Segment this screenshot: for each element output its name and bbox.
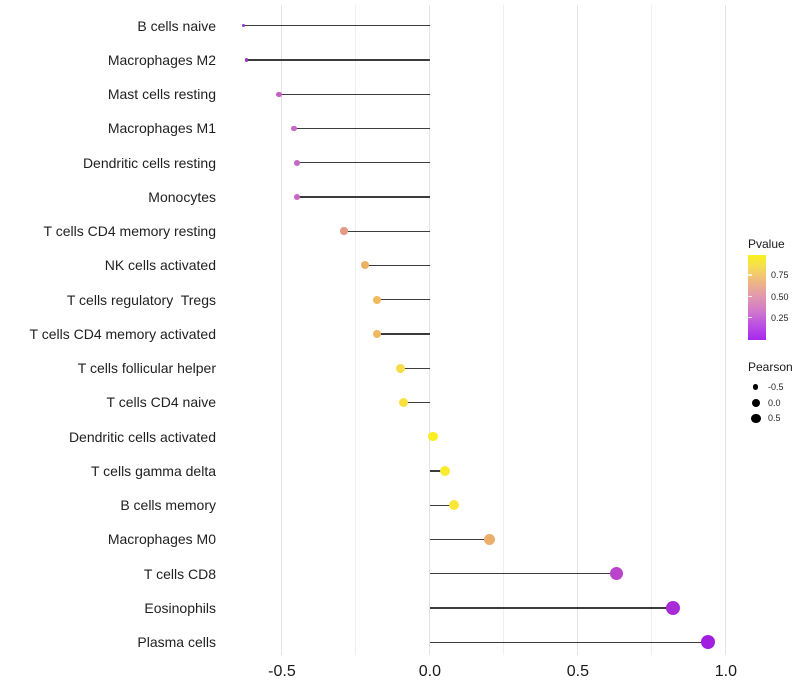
- colorbar-tick-label: 0.25: [771, 312, 789, 323]
- stem-segment: [429, 573, 617, 575]
- gridline-major: [281, 5, 283, 655]
- category-label: Mast cells resting: [107, 86, 216, 103]
- category-label: T cells CD8: [143, 565, 216, 582]
- stem-segment: [246, 59, 430, 61]
- colorbar-tick: [748, 317, 752, 319]
- category-label: T cells CD4 memory activated: [29, 325, 216, 342]
- data-point: [428, 431, 438, 442]
- pearson-legend-label: 0.0: [768, 397, 781, 408]
- category-label: T cells gamma delta: [90, 462, 216, 479]
- x-tick-label: 0.0: [418, 663, 442, 680]
- x-tick-label: -0.5: [268, 663, 296, 680]
- category-label: NK cells activated: [104, 257, 216, 274]
- gridline-minor: [355, 5, 357, 655]
- data-point: [665, 600, 680, 615]
- category-label: Dendritic cells activated: [68, 428, 216, 445]
- gridline-major: [577, 5, 579, 655]
- gridline-minor: [651, 5, 653, 655]
- stem-segment: [296, 196, 430, 198]
- stem-segment: [293, 127, 430, 130]
- colorbar-tick: [748, 296, 752, 298]
- colorbar-tick-label: 0.75: [771, 269, 789, 280]
- gridline-major: [429, 5, 431, 655]
- stem-segment: [243, 25, 430, 27]
- stem-segment: [429, 538, 490, 541]
- data-point: [609, 567, 623, 581]
- pearson-legend-title: Pearson: [748, 360, 793, 374]
- pearson-legend-dot: [753, 384, 759, 390]
- pvalue-legend-title: Pvalue: [748, 237, 785, 251]
- data-point: [290, 125, 297, 132]
- stem-segment: [278, 93, 430, 95]
- data-point: [276, 91, 282, 97]
- stem-segment: [296, 162, 430, 164]
- pvalue-gradient-bar: [748, 255, 766, 340]
- data-point: [293, 159, 300, 166]
- category-label: B cells memory: [120, 497, 216, 514]
- stem-segment: [400, 367, 430, 369]
- category-label: Eosinophils: [144, 599, 216, 616]
- category-label: Macrophages M0: [107, 531, 216, 548]
- stem-segment: [429, 641, 709, 643]
- stem-segment: [344, 230, 430, 232]
- category-label: B cells naive: [137, 17, 216, 34]
- data-point: [244, 58, 249, 62]
- data-point: [241, 23, 246, 28]
- stem-segment: [403, 401, 430, 404]
- data-point: [439, 466, 450, 476]
- x-tick-label: 0.5: [566, 663, 589, 680]
- category-label: T cells regulatory Tregs: [66, 291, 216, 308]
- category-label: T cells CD4 memory resting: [43, 223, 216, 240]
- stem-segment: [429, 470, 445, 472]
- stem-segment: [429, 504, 454, 506]
- x-tick-label: 1.0: [714, 663, 737, 680]
- category-label: T cells follicular helper: [77, 360, 216, 377]
- pearson-legend-dot: [750, 413, 761, 424]
- category-label: Dendritic cells resting: [82, 154, 216, 171]
- pearson-legend-label: 0.5: [768, 413, 781, 424]
- colorbar-tick-label: 0.50: [771, 291, 789, 302]
- category-label: Monocytes: [148, 188, 216, 205]
- stem-segment: [376, 333, 430, 335]
- stem-segment: [429, 607, 673, 609]
- data-point: [483, 533, 495, 545]
- stem-segment: [364, 264, 430, 267]
- category-label: T cells CD4 naive: [106, 394, 216, 411]
- data-point: [372, 295, 381, 304]
- data-point: [448, 500, 459, 511]
- data-point: [372, 329, 381, 339]
- data-point: [398, 397, 408, 407]
- category-label: Macrophages M1: [107, 120, 216, 137]
- pearson-legend-dot: [751, 398, 760, 407]
- gridline-minor: [503, 5, 505, 655]
- gridline-major: [725, 5, 727, 655]
- category-label: Plasma cells: [137, 634, 216, 651]
- stem-segment: [376, 299, 430, 301]
- data-point: [700, 634, 716, 650]
- data-point: [293, 194, 300, 200]
- colorbar-tick: [748, 274, 752, 276]
- data-point: [340, 227, 348, 235]
- data-point: [395, 363, 405, 373]
- data-point: [360, 261, 369, 270]
- pearson-legend-label: -0.5: [768, 382, 784, 392]
- category-label: Macrophages M2: [107, 51, 216, 68]
